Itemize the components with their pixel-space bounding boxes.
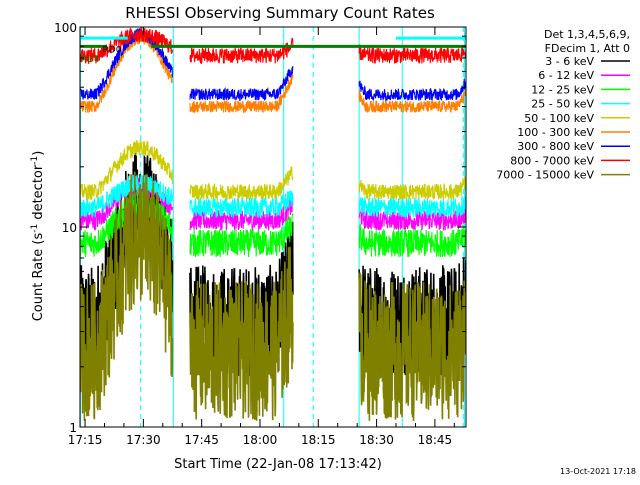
y-tick-label-3: 100	[54, 21, 77, 35]
legend-label-2: 6 - 12 keV	[538, 69, 594, 82]
y-axis-label-part2: detector	[31, 164, 46, 224]
y-axis-label: Count Rate (s-1 detector-1)	[30, 151, 46, 322]
y-axis-label-part1: Count Rate (s	[31, 233, 46, 322]
legend-label-8: 800 - 7000 keV	[510, 154, 594, 167]
y-axis-label-sup1: -1	[30, 224, 40, 233]
x-tick-label-5: 18:15	[301, 433, 336, 447]
legend-label-5: 50 - 100 keV	[524, 112, 594, 125]
y-axis-label-sup2: -1	[30, 156, 40, 165]
x-tick-label-2: 17:30	[126, 433, 161, 447]
axes: 17:15 17:30 17:45 18:00 18:15 18:30 18:45 1 10 10…	[54, 21, 467, 447]
legend-label-4: 25 - 50 keV	[531, 98, 594, 111]
series-line-5	[80, 139, 466, 202]
x-tick-label-1: 17:15	[68, 433, 103, 447]
y-tick-label-1: 1	[69, 421, 77, 435]
legend-label-7: 300 - 800 keV	[517, 140, 594, 153]
legend-header-1: Det 1,3,4,5,6,9,	[544, 28, 630, 41]
chart-title: RHESSI Observing Summary Count Rates	[125, 4, 435, 22]
x-tick-label-4: 18:00	[243, 433, 278, 447]
x-tick-label-7: 18:45	[418, 433, 453, 447]
legend-header-2: FDecim 1, Att 0	[545, 42, 630, 55]
legend-label-6: 100 - 300 keV	[517, 126, 594, 139]
series-line-9	[80, 171, 466, 421]
annotation-2: RD4	[81, 55, 100, 65]
annotation-1: RD0	[103, 46, 122, 56]
series-line-6	[80, 33, 466, 114]
legend-label-3: 12 - 25 keV	[531, 83, 594, 96]
x-tick-label-6: 18:30	[359, 433, 394, 447]
x-tick-label-3: 17:45	[184, 433, 219, 447]
y-axis-label-part3: )	[31, 151, 46, 156]
legend-label-1: 3 - 6 keV	[545, 55, 594, 68]
legend: Det 1,3,4,5,6,9,FDecim 1, Att 03 - 6 keV…	[496, 28, 630, 182]
legend-label-9: 7000 - 15000 keV	[496, 169, 594, 182]
x-axis-label: Start Time (22-Jan-08 17:13:42)	[174, 457, 382, 472]
footer-timestamp: 13-Oct-2021 17:18	[560, 467, 636, 476]
series-line-8	[80, 27, 466, 65]
y-tick-label-2: 10	[62, 221, 77, 235]
